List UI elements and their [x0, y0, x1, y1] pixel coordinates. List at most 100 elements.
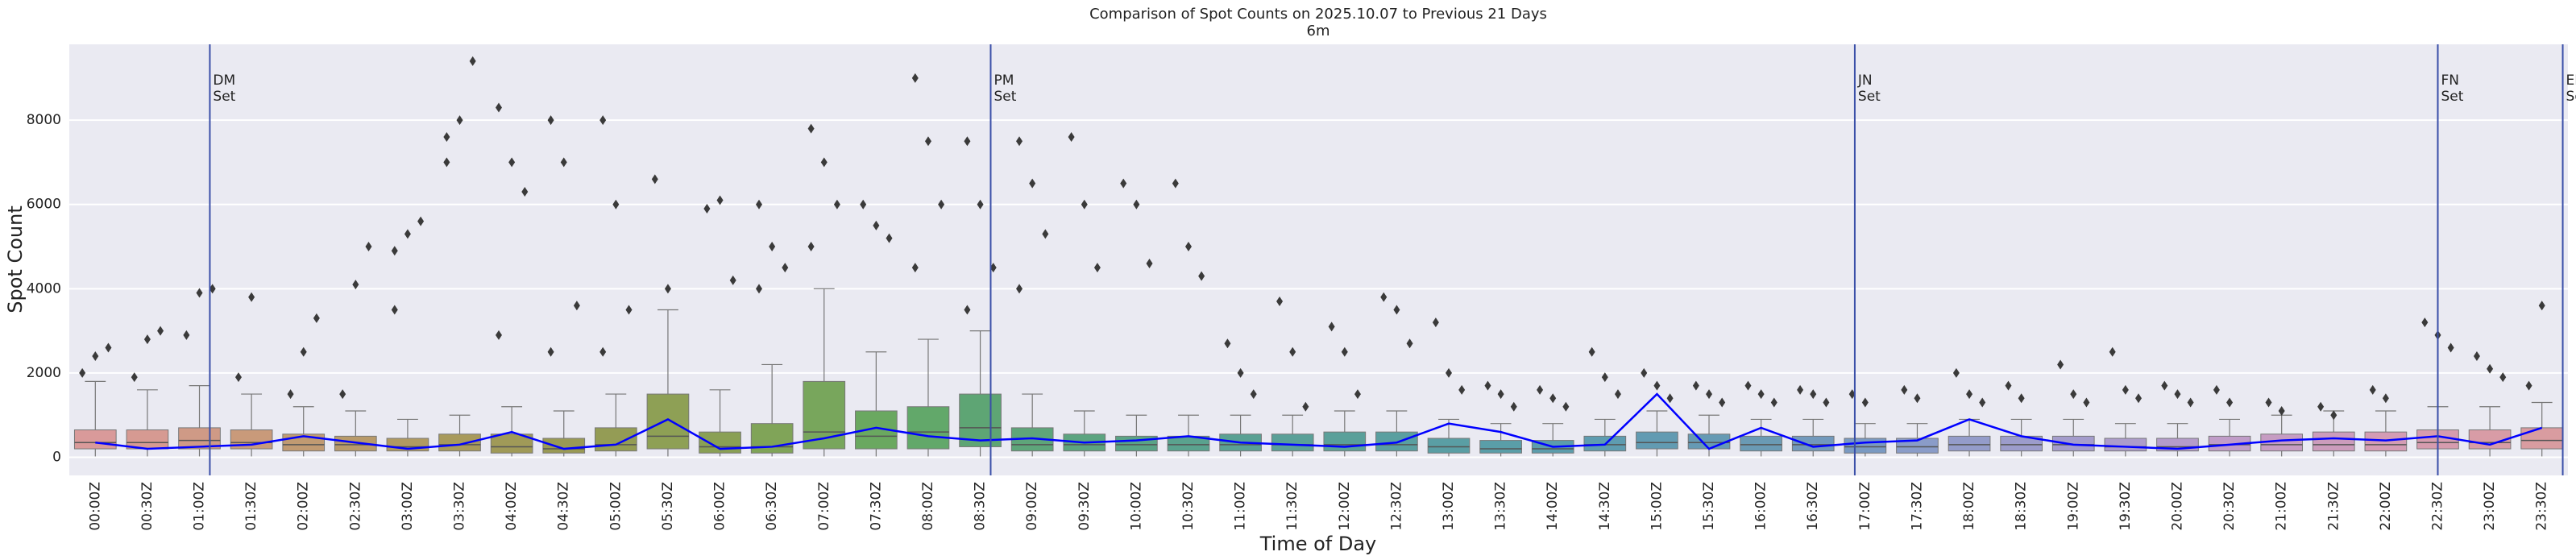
x-tick-label: 03:00Z	[400, 482, 416, 531]
y-tick-label: 8000	[27, 112, 61, 128]
outlier	[1510, 401, 1517, 412]
event-label: Set	[2566, 89, 2576, 105]
x-tick-label: 01:00Z	[192, 482, 208, 531]
outlier	[2135, 393, 2143, 404]
outlier	[625, 305, 633, 315]
outlier	[2447, 342, 2454, 353]
x-tick-label: 18:00Z	[1961, 482, 1977, 531]
outlier	[1432, 317, 1439, 328]
outlier	[651, 174, 658, 185]
outlier	[92, 351, 99, 361]
y-tick-label: 4000	[27, 280, 61, 297]
outlier	[769, 242, 776, 252]
outlier	[756, 284, 763, 294]
box	[178, 427, 221, 450]
outlier	[964, 305, 971, 315]
x-tick-label: 17:00Z	[1857, 482, 1873, 531]
x-tick-label: 16:30Z	[1805, 482, 1821, 531]
outlier	[1458, 384, 1466, 395]
outlier	[1966, 389, 1973, 400]
outlier	[404, 229, 411, 239]
x-tick-label: 23:00Z	[2482, 482, 2498, 531]
outlier	[807, 123, 815, 134]
y-tick-label: 0	[52, 450, 61, 466]
outlier	[1757, 389, 1765, 400]
outlier	[248, 292, 255, 302]
box	[959, 393, 1002, 447]
outlier	[1537, 384, 1544, 395]
box	[126, 429, 169, 450]
outlier	[79, 367, 86, 378]
outlier	[1810, 389, 1817, 400]
outlier	[365, 242, 372, 252]
outlier	[599, 115, 607, 126]
outlier	[938, 199, 945, 209]
event-label: Set	[213, 89, 235, 105]
box	[542, 438, 586, 454]
outlier	[1666, 393, 1674, 404]
x-tick-label: 10:30Z	[1180, 482, 1197, 531]
outlier	[1770, 397, 1777, 408]
x-tick-label: 14:00Z	[1545, 482, 1561, 531]
outlier	[196, 288, 203, 298]
x-tick-label: 11:00Z	[1233, 482, 1249, 531]
outlier	[339, 389, 346, 400]
outlier	[1601, 372, 1608, 383]
outlier	[352, 280, 359, 290]
x-tick-label: 13:30Z	[1493, 482, 1509, 531]
outlier	[1692, 380, 1699, 391]
x-tick-label: 17:30Z	[1909, 482, 1925, 531]
outlier	[2122, 384, 2129, 395]
outlier	[234, 372, 242, 383]
outlier	[1184, 242, 1192, 252]
x-tick-label: 02:00Z	[296, 482, 312, 531]
outlier	[1120, 178, 1127, 189]
x-tick-label: 20:30Z	[2221, 482, 2238, 531]
box	[595, 427, 637, 452]
outlier	[391, 246, 398, 256]
x-tick-label: 06:30Z	[764, 482, 780, 531]
event-label: Set	[1858, 89, 1881, 105]
outlier	[833, 199, 840, 209]
outlier	[964, 136, 971, 147]
outlier	[1797, 384, 1804, 395]
outlier	[1341, 346, 1348, 357]
plot-area	[69, 44, 2568, 475]
outlier	[1029, 178, 1036, 189]
outlier	[1093, 263, 1101, 273]
outlier	[1901, 384, 1908, 395]
x-tick-label: 05:00Z	[608, 482, 624, 531]
x-tick-label: 12:30Z	[1388, 482, 1404, 531]
outlier	[977, 199, 984, 209]
outlier	[2317, 401, 2325, 412]
outlier	[183, 330, 190, 340]
outlier	[287, 389, 294, 400]
box	[1844, 438, 1887, 454]
x-axis-label: Time of Day	[1259, 533, 1377, 555]
outlier	[1042, 229, 1049, 239]
outlier	[157, 326, 164, 336]
box	[906, 406, 950, 450]
box	[334, 435, 377, 452]
event-label: EM	[2566, 73, 2576, 89]
outlier	[1393, 305, 1400, 315]
outlier	[911, 73, 919, 83]
outlier	[989, 263, 997, 273]
x-tick-label: 06:00Z	[712, 482, 728, 531]
outlier	[1406, 338, 1413, 349]
x-tick-label: 14:30Z	[1597, 482, 1613, 531]
outlier	[508, 157, 516, 168]
x-tick-label: 15:00Z	[1649, 482, 1665, 531]
box	[490, 433, 533, 454]
outlier	[703, 203, 711, 214]
outlier	[1706, 389, 1713, 400]
outlier	[391, 305, 398, 315]
outlier	[1641, 367, 1648, 378]
outlier	[2525, 380, 2532, 391]
box	[1427, 438, 1471, 454]
event-label: Set	[993, 89, 1016, 105]
outlier	[1653, 380, 1661, 391]
outlier	[873, 220, 880, 230]
outlier	[924, 136, 931, 147]
